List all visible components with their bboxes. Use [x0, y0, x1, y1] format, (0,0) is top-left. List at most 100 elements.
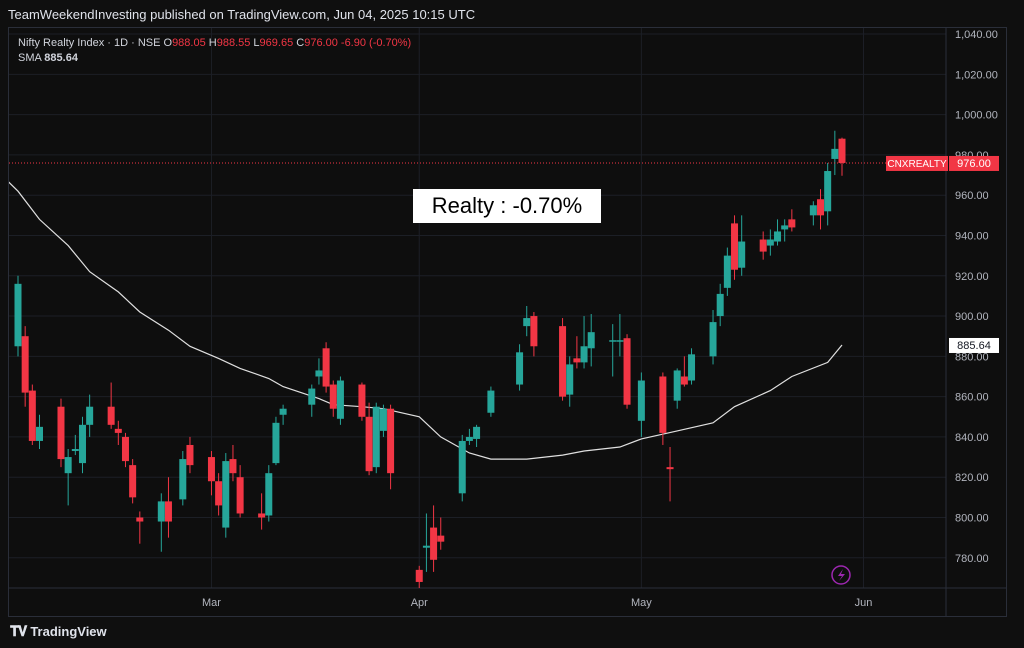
footer-brand-label: TradingView	[30, 624, 107, 639]
footer-brand[interactable]: 𝐓𝐕 TradingView	[10, 623, 107, 640]
candle-body[interactable]	[265, 473, 273, 516]
price-tag-label: 976.00	[957, 158, 991, 170]
candle-body[interactable]	[809, 205, 817, 216]
candle-body[interactable]	[781, 225, 789, 230]
candle-body[interactable]	[415, 569, 423, 582]
legend-sma-label: SMA	[18, 52, 44, 64]
candle-body[interactable]	[164, 501, 172, 522]
candle-body[interactable]	[207, 457, 215, 482]
candle-body[interactable]	[387, 408, 395, 474]
candle-body[interactable]	[322, 348, 330, 387]
candle-body[interactable]	[272, 422, 280, 464]
candle-body[interactable]	[114, 428, 122, 433]
candle-body[interactable]	[358, 384, 366, 417]
candle-body[interactable]	[329, 384, 337, 409]
legend-ohlc: Nifty Realty Index · 1D · NSE O988.05 H9…	[18, 37, 411, 49]
candle-body[interactable]	[21, 336, 29, 393]
chart-frame[interactable]: 780.00 800.00 820.00 840.00 860.00 880.00 900.…	[8, 27, 1007, 617]
candle-body[interactable]	[731, 223, 739, 270]
candle-body[interactable]	[723, 255, 731, 288]
candle-body[interactable]	[458, 440, 466, 494]
candle-body[interactable]	[766, 239, 774, 246]
candle-body[interactable]	[136, 517, 144, 522]
candle-body[interactable]	[379, 408, 387, 431]
candle-body[interactable]	[222, 461, 230, 528]
candle-body[interactable]	[487, 390, 495, 413]
legend-part: -6.90 (-0.70%)	[341, 37, 411, 49]
candle-body[interactable]	[609, 340, 617, 342]
candle-body[interactable]	[229, 459, 237, 474]
y-tick-label: 920.00	[955, 271, 989, 283]
candle-body[interactable]	[28, 390, 36, 441]
x-tick-label: Mar	[202, 597, 221, 609]
candle-body[interactable]	[623, 338, 631, 405]
candle-body[interactable]	[666, 467, 674, 470]
candle-body[interactable]	[817, 199, 825, 216]
candle-body[interactable]	[78, 424, 86, 464]
candle-body[interactable]	[179, 459, 187, 500]
candle-body[interactable]	[129, 465, 137, 498]
candle-body[interactable]	[64, 457, 72, 474]
candle-body[interactable]	[831, 148, 839, 159]
candle-body[interactable]	[57, 406, 65, 460]
candle-body[interactable]	[465, 436, 473, 441]
candle-body[interactable]	[215, 481, 223, 506]
candle-body[interactable]	[236, 477, 244, 514]
candle-body[interactable]	[566, 364, 574, 395]
candle-body[interactable]	[71, 449, 79, 452]
annotation-box[interactable]	[413, 189, 601, 223]
candle-body[interactable]	[186, 444, 194, 466]
candle-body[interactable]	[473, 426, 481, 439]
candle-body[interactable]	[824, 171, 832, 212]
ticker-tag-label: CNXREALTY	[887, 159, 947, 170]
candle-body[interactable]	[258, 513, 266, 518]
candle-body[interactable]	[759, 239, 767, 252]
candlestick-chart[interactable]: 780.00 800.00 820.00 840.00 860.00 880.00 900.…	[9, 28, 1006, 616]
candle-body[interactable]	[659, 376, 667, 433]
candle-body[interactable]	[716, 293, 724, 317]
candle-body[interactable]	[738, 241, 746, 268]
candle-body[interactable]	[688, 354, 696, 381]
candle-body[interactable]	[637, 380, 645, 421]
candle-body[interactable]	[530, 316, 538, 347]
lightning-icon[interactable]	[831, 565, 851, 585]
y-tick-label: 840.00	[955, 432, 989, 444]
candle-body[interactable]	[279, 408, 287, 415]
candle-body[interactable]	[336, 380, 344, 419]
plot-area[interactable]	[9, 28, 946, 588]
sma-tag-label: 885.64	[957, 340, 991, 352]
candle-body[interactable]	[838, 138, 846, 163]
candle-body[interactable]	[680, 376, 688, 385]
candle-body[interactable]	[587, 332, 595, 349]
candle-body[interactable]	[365, 416, 373, 472]
legend-sma-value: 885.64	[44, 52, 79, 64]
candle-body[interactable]	[774, 231, 782, 242]
candle-body[interactable]	[315, 370, 323, 377]
y-tick-label: 860.00	[955, 392, 989, 404]
tradingview-logo-icon: 𝐓𝐕	[10, 623, 27, 639]
candle-body[interactable]	[523, 318, 531, 327]
legend-part: 988.55	[217, 37, 254, 49]
candle-body[interactable]	[516, 352, 524, 385]
candle-body[interactable]	[372, 406, 380, 468]
legend-part: L	[253, 37, 259, 49]
candle-body[interactable]	[86, 406, 94, 425]
candle-body[interactable]	[35, 426, 43, 441]
candle-body[interactable]	[157, 501, 165, 522]
candle-body[interactable]	[437, 535, 445, 542]
candle-body[interactable]	[616, 340, 624, 342]
y-tick-label: 960.00	[955, 190, 989, 202]
candle-body[interactable]	[788, 219, 796, 228]
candle-body[interactable]	[673, 370, 681, 401]
candle-body[interactable]	[422, 545, 430, 548]
candle-body[interactable]	[430, 527, 438, 560]
candle-body[interactable]	[559, 326, 567, 397]
y-tick-label: 1,040.00	[955, 29, 998, 41]
candle-body[interactable]	[709, 322, 717, 357]
candle-body[interactable]	[573, 358, 581, 363]
candle-body[interactable]	[14, 283, 22, 347]
candle-body[interactable]	[121, 436, 129, 462]
candle-body[interactable]	[308, 388, 316, 405]
candle-body[interactable]	[580, 346, 588, 363]
candle-body[interactable]	[107, 406, 115, 425]
